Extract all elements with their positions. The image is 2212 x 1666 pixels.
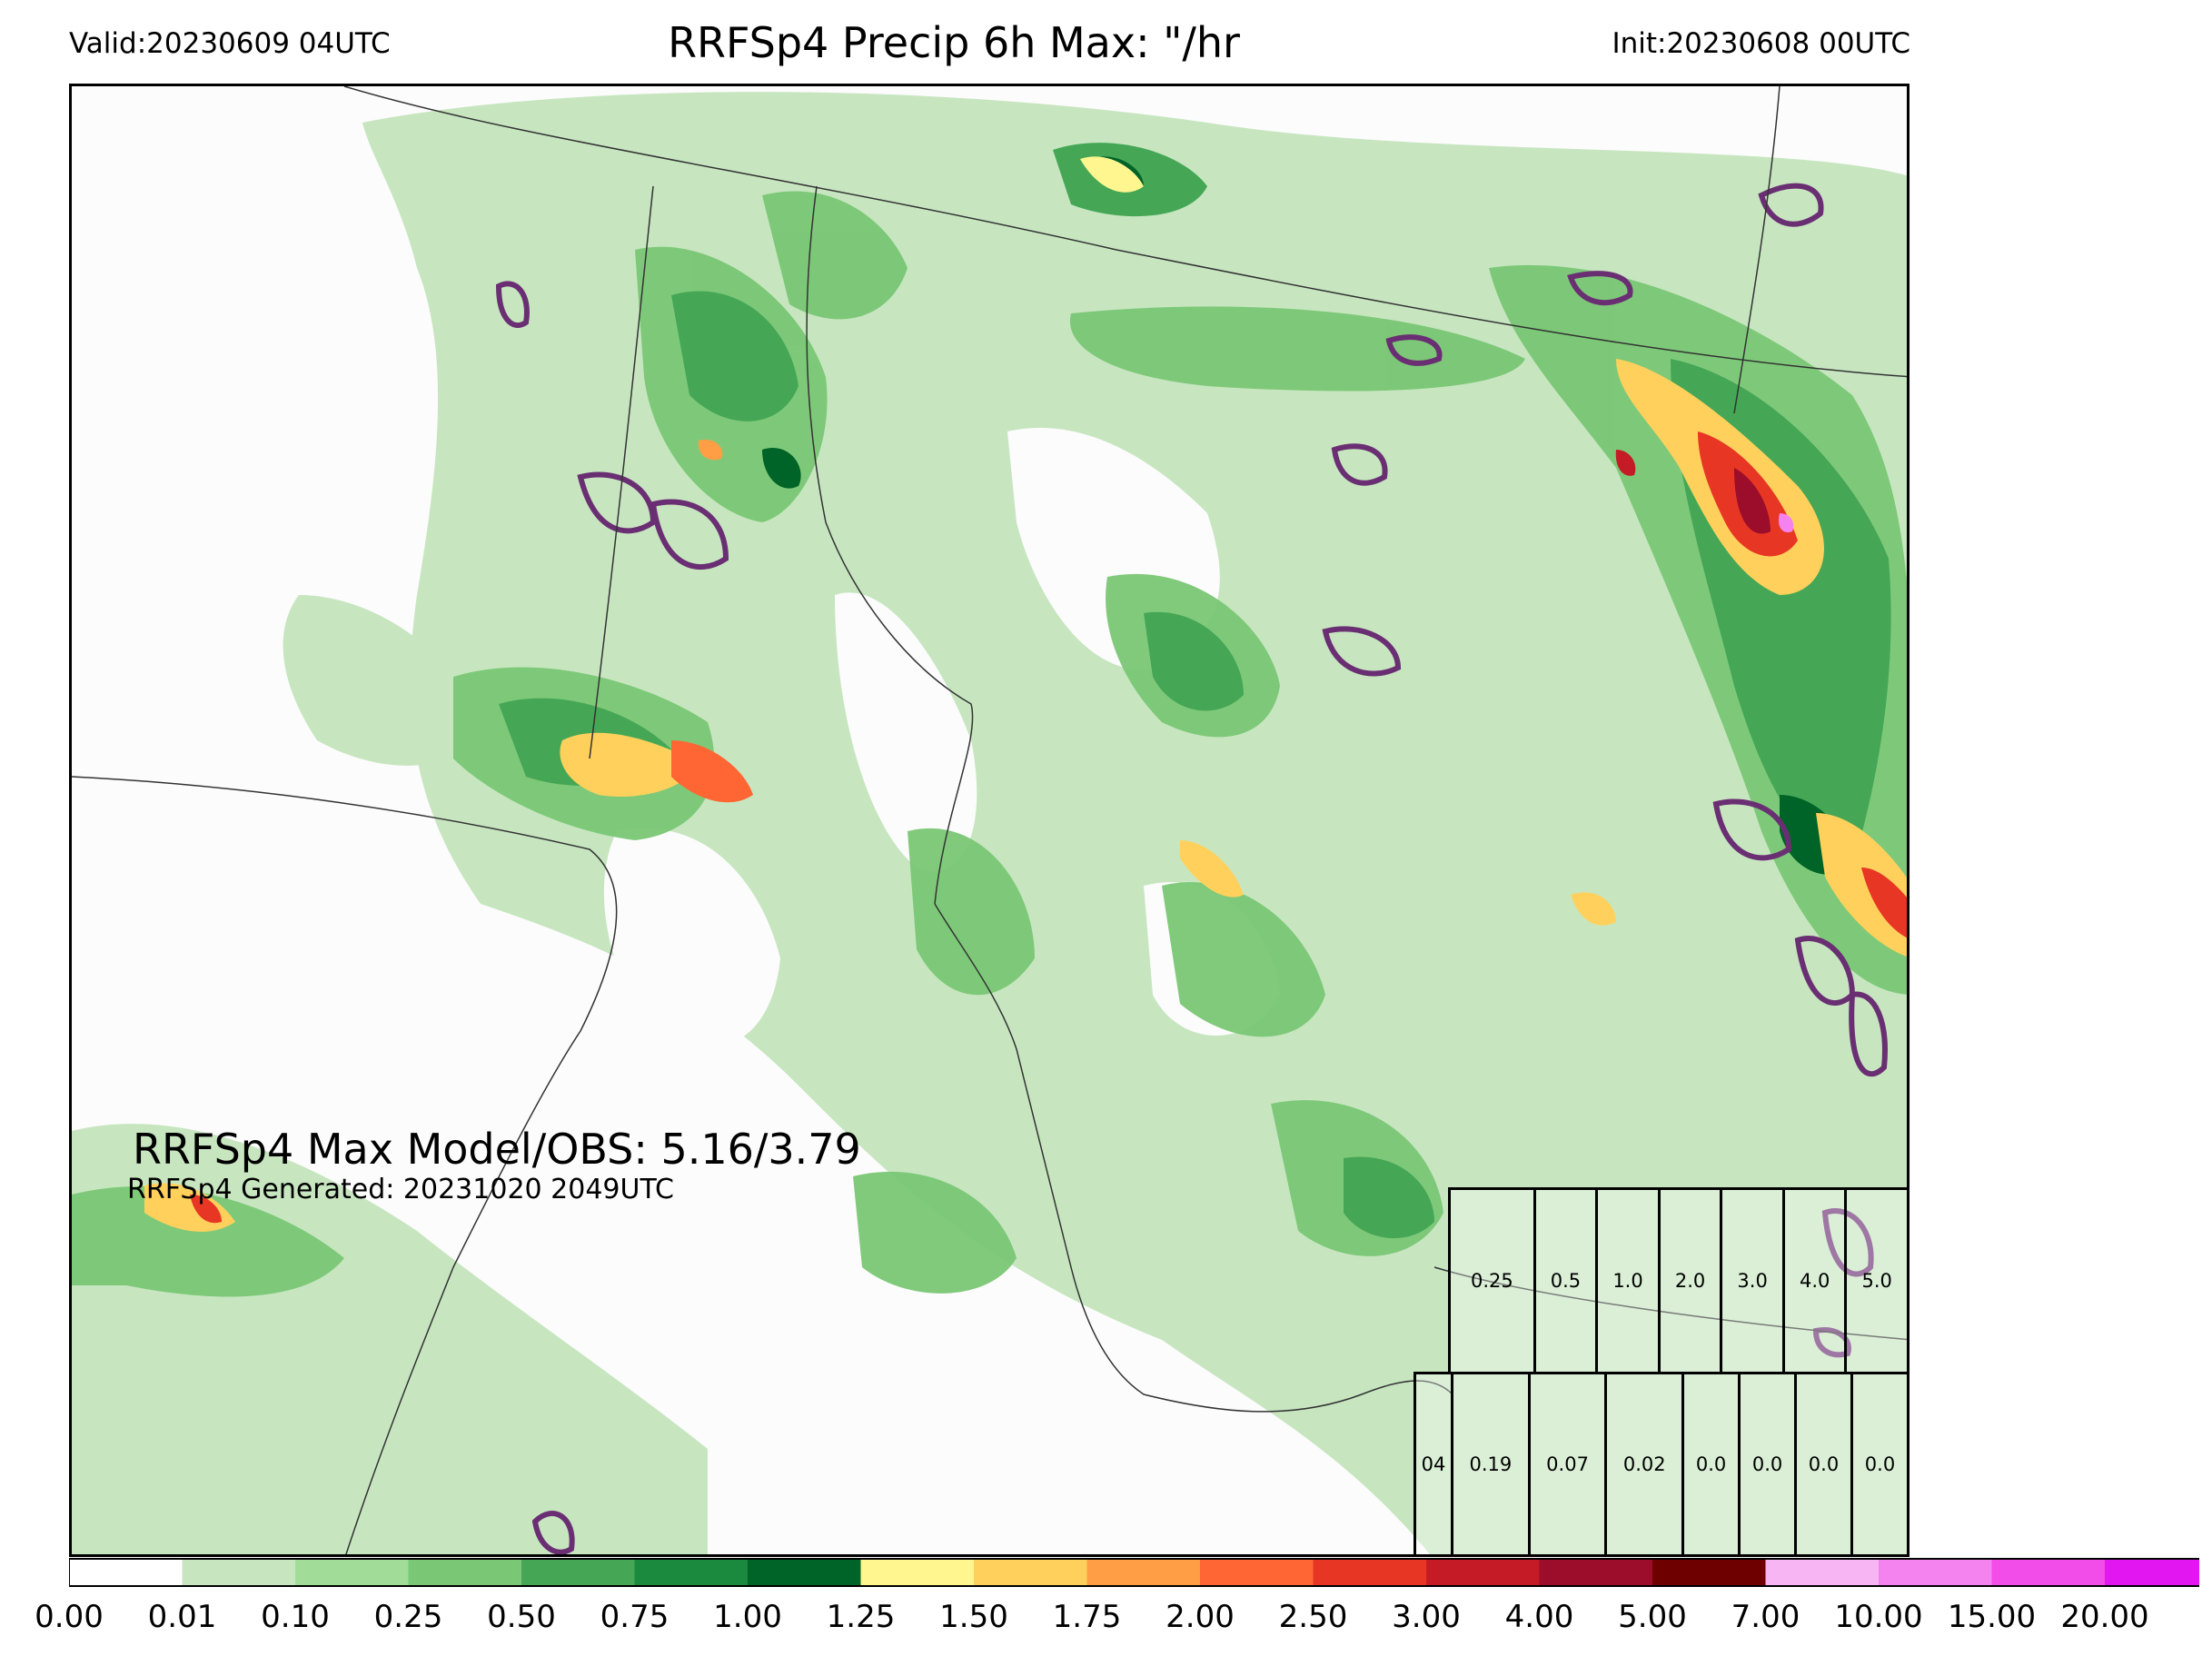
colorbar-segment <box>1652 1559 1766 1586</box>
colorbar-segment <box>295 1559 409 1586</box>
value-cell: 0.0 <box>1681 1372 1741 1557</box>
colorbar-segment <box>1539 1559 1653 1586</box>
threshold-value-table: 04 0.19 0.07 0.02 0.0 0.0 0.0 0.0 <box>1413 1372 1910 1557</box>
threshold-cell: 2.0 <box>1657 1187 1723 1374</box>
colorbar-tick-label: 5.00 <box>1618 1599 1687 1635</box>
colorbar-segment <box>974 1559 1087 1586</box>
threshold-cell: 3.0 <box>1720 1187 1785 1374</box>
colorbar-tick-label: 0.75 <box>600 1599 670 1635</box>
value-cell: 0.0 <box>1850 1372 1910 1557</box>
colorbar-tick-label: 0.10 <box>261 1599 330 1635</box>
threshold-cell: 1.0 <box>1595 1187 1661 1374</box>
colorbar-tick-label: 2.00 <box>1166 1599 1235 1635</box>
threshold-cell: 0.5 <box>1533 1187 1599 1374</box>
value-cell: 0.02 <box>1604 1372 1685 1557</box>
map-title: RRFSp4 Precip 6h Max: "/hr <box>668 18 1240 67</box>
colorbar-segment <box>1086 1559 1201 1586</box>
colorbar-tick-label: 4.00 <box>1504 1599 1574 1635</box>
colorbar-tick-label: 0.01 <box>147 1599 217 1635</box>
generated-time-label: RRFSp4 Generated: 20231020 2049UTC <box>127 1174 674 1205</box>
colorbar-segment <box>860 1559 975 1586</box>
value-cell: 0.0 <box>1738 1372 1798 1557</box>
value-cell: 0.19 <box>1451 1372 1531 1557</box>
value-cell: 04 <box>1413 1372 1453 1557</box>
colorbar-segment <box>1200 1559 1314 1586</box>
colorbar-tick-label: 0.50 <box>487 1599 556 1635</box>
init-time-label: Init:20230608 00UTC <box>1612 27 1910 60</box>
colorbar-segment <box>182 1559 296 1586</box>
colorbar-segment <box>1426 1559 1540 1586</box>
colorbar-tick-label: 1.00 <box>713 1599 782 1635</box>
threshold-header-table: 0.25 0.5 1.0 2.0 3.0 4.0 5.0 <box>1448 1187 1909 1374</box>
colorbar-segment <box>1991 1559 2106 1586</box>
colorbar-segment <box>634 1559 749 1586</box>
colorbar-tick-label: 0.00 <box>35 1599 104 1635</box>
colorbar-tick-label: 3.00 <box>1392 1599 1461 1635</box>
threshold-cell: 5.0 <box>1844 1187 1909 1374</box>
colorbar-tick-label: 7.00 <box>1731 1599 1800 1635</box>
colorbar-tick-label: 2.50 <box>1278 1599 1348 1635</box>
colorbar-tick-label: 1.50 <box>939 1599 1008 1635</box>
max-model-obs-label: RRFSp4 Max Model/OBS: 5.16/3.79 <box>133 1125 861 1174</box>
observed-precip-contours <box>495 183 1888 1554</box>
colorbar-tick-label: 1.25 <box>826 1599 896 1635</box>
valid-time-label: Valid:20230609 04UTC <box>69 27 391 60</box>
colorbar-tick-label: 20.00 <box>2060 1599 2149 1635</box>
colorbar-segment <box>1879 1559 1992 1586</box>
colorbar-segment <box>2105 1559 2199 1586</box>
colorbar-tick-label: 0.25 <box>373 1599 443 1635</box>
colorbar-tick-label: 1.75 <box>1052 1599 1122 1635</box>
colorbar-segment <box>1765 1559 1880 1586</box>
value-cell: 0.0 <box>1794 1372 1853 1557</box>
colorbar-segment <box>521 1559 635 1586</box>
colorbar-tick-label: 15.00 <box>1947 1599 2037 1635</box>
colorbar-segment <box>408 1559 522 1586</box>
colorbar-segment <box>69 1559 183 1586</box>
colorbar-segment <box>748 1559 861 1586</box>
threshold-cell: 0.25 <box>1448 1187 1536 1374</box>
value-cell: 0.07 <box>1527 1372 1608 1557</box>
threshold-cell: 4.0 <box>1781 1187 1848 1374</box>
colorbar-segment <box>1313 1559 1427 1586</box>
colorbar-tick-label: 10.00 <box>1834 1599 1923 1635</box>
precip-intense-cores <box>144 156 1907 1232</box>
colorbar <box>69 1558 2199 1587</box>
